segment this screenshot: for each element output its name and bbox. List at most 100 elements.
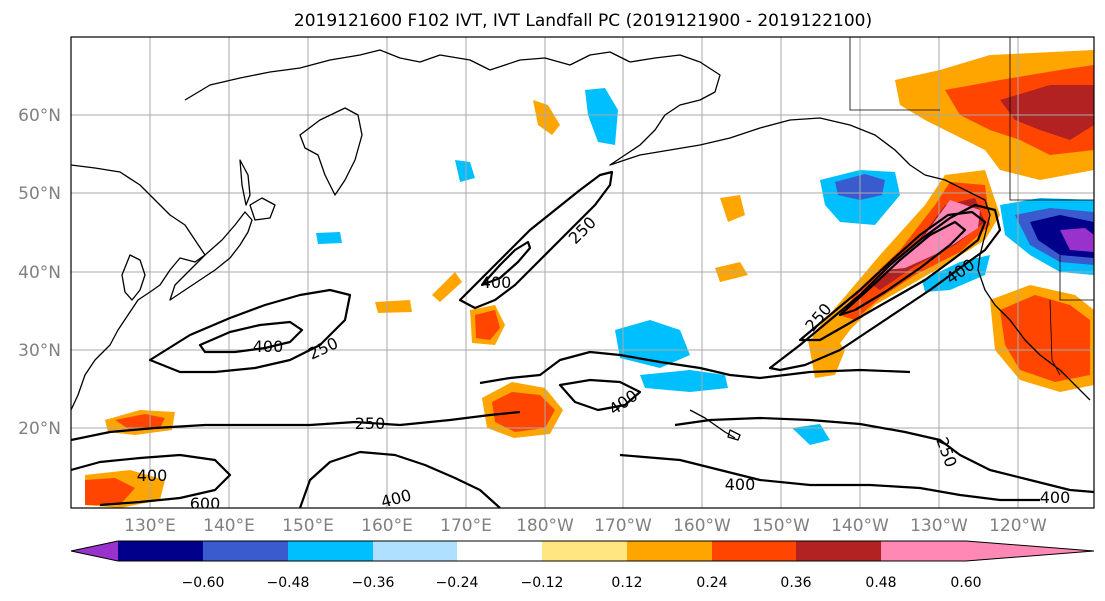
map-frame	[70, 36, 1095, 509]
colorbar-segment	[712, 541, 796, 561]
pc-positive-region-canada-core	[1000, 85, 1094, 140]
longitude-labels: 130°E 140°E 150°E 160°E 170°E 180°W 170°…	[124, 516, 1047, 536]
colorbar-segment	[542, 541, 627, 561]
graticule	[71, 37, 1094, 508]
contour-label: 400	[253, 337, 284, 356]
coastline-japan	[169, 211, 253, 301]
coastline-hawaii-2	[727, 429, 741, 441]
colorbar-extend-high-tip	[966, 541, 1094, 561]
coastline-alaska	[609, 54, 926, 176]
colorbar: −0.60 −0.48 −0.36 −0.24 −0.12 0.12 0.24 …	[70, 540, 1095, 591]
pc-positive-region-dateline-core	[492, 392, 555, 432]
colorbar-segment	[118, 541, 203, 561]
contour-250-jet	[458, 170, 614, 310]
pc-positive-region-coast-sub	[808, 330, 845, 378]
colorbar-tick-label: −0.60	[182, 575, 225, 591]
contour-label: 400	[137, 466, 168, 485]
contour-label: 250	[355, 414, 386, 433]
lon-label: 140°E	[203, 516, 255, 536]
lon-label: 150°W	[752, 516, 810, 536]
contour-250-coast	[768, 203, 1002, 372]
colorbar-tick-label: 0.12	[611, 575, 642, 591]
colorbar-tick-label: 0.48	[865, 575, 896, 591]
contour-label: 400	[1040, 488, 1071, 507]
lon-label: 160°W	[673, 516, 731, 536]
map-panel: 400 250 250 400 250 400 400 250 400 250 …	[70, 36, 1095, 513]
pc-positive-region-gulf	[720, 195, 745, 222]
pc-negative-region-midpac-2	[640, 370, 728, 392]
lon-label: 180°W	[516, 516, 574, 536]
colorbar-outline	[70, 540, 1095, 562]
pc-negative-region-hawaii	[792, 424, 830, 445]
colorbar-tick-label: −0.12	[521, 575, 564, 591]
contour-label: 600	[190, 494, 221, 513]
pc-positive-region-small-1	[375, 300, 412, 313]
pc-positive-region-small-2	[432, 272, 462, 302]
colorbar-tick-label: −0.24	[436, 575, 479, 591]
lon-label: 170°W	[594, 516, 652, 536]
contour-400-south	[674, 416, 1094, 494]
pc-positive-region-philippine-core	[85, 478, 135, 505]
colorbar-extend-high	[881, 541, 966, 561]
lat-label: 40°N	[18, 263, 61, 283]
colorbar-segment	[457, 541, 542, 561]
coastlines	[71, 49, 1091, 441]
lon-label: 120°W	[989, 516, 1047, 536]
colorbar-extend-low	[71, 541, 118, 561]
colorbar-tick-label: −0.36	[352, 575, 395, 591]
coastline-chukotka	[489, 51, 631, 71]
political-borders	[849, 37, 1094, 376]
colorbar-segment	[627, 541, 712, 561]
contour-400-mid	[479, 350, 911, 385]
coastline-sakhalin	[239, 159, 251, 206]
colorbar-tick-label: 0.60	[950, 575, 981, 591]
contour-250-lower	[71, 410, 521, 442]
lat-label: 50°N	[18, 184, 61, 204]
coastline-kamchatka	[299, 107, 363, 196]
colorbar-tick-label: 0.36	[780, 575, 811, 591]
lon-label: 130°W	[910, 516, 968, 536]
pc-negative-region-west-min	[1060, 228, 1094, 252]
pc-negative-region-midpac	[615, 320, 690, 368]
contour-400-jet	[480, 240, 532, 287]
pc-positive-region-sw-inner	[1000, 295, 1090, 382]
contour-400-coast-inner	[838, 220, 967, 317]
contour-400-coast	[798, 210, 987, 342]
contour-250-west	[148, 288, 352, 374]
pc-negative-region-aleutian	[455, 160, 475, 182]
coastline-siberia	[184, 49, 491, 101]
coastline-bc	[924, 174, 1091, 401]
contour-400-bottom-2	[298, 450, 501, 508]
colorbar-segment	[288, 541, 373, 561]
lon-label: 170°E	[440, 516, 492, 536]
colorbar-ticks: −0.60 −0.48 −0.36 −0.24 −0.12 0.12 0.24 …	[182, 575, 982, 591]
coastline-asia	[71, 164, 206, 411]
contour-400-bottom	[71, 453, 232, 507]
contour-400-west	[198, 320, 304, 354]
contour-label: 400	[725, 475, 756, 494]
lon-label: 160°E	[361, 516, 413, 536]
latitude-labels: 60°N 50°N 40°N 30°N 20°N	[18, 106, 61, 439]
pc-positive-region-ne-pac	[533, 100, 560, 135]
colorbar-tick-label: −0.48	[267, 575, 310, 591]
lon-label: 140°W	[831, 516, 889, 536]
contour-label: 400	[481, 273, 512, 292]
lat-label: 60°N	[18, 106, 61, 126]
contour-400-mid-loop	[558, 378, 642, 412]
colorbar-tick-label: 0.24	[696, 575, 727, 591]
map-title: 2019121600 F102 IVT, IVT Landfall PC (20…	[294, 11, 872, 31]
lat-label: 20°N	[18, 419, 61, 439]
lat-label: 30°N	[18, 341, 61, 361]
pc-negative-region-small	[316, 232, 342, 244]
lon-label: 150°E	[282, 516, 334, 536]
contour-400-south-2	[619, 453, 1040, 502]
colorbar-segment	[373, 541, 457, 561]
contour-label: 400	[379, 485, 413, 511]
colorbar-segment	[203, 541, 288, 561]
colorbar-segment	[796, 541, 881, 561]
coastline-korea	[121, 254, 146, 301]
pc-negative-region-north	[585, 88, 618, 145]
pc-positive-region-tropics-core	[115, 414, 165, 430]
ivt-contours	[71, 170, 1094, 508]
